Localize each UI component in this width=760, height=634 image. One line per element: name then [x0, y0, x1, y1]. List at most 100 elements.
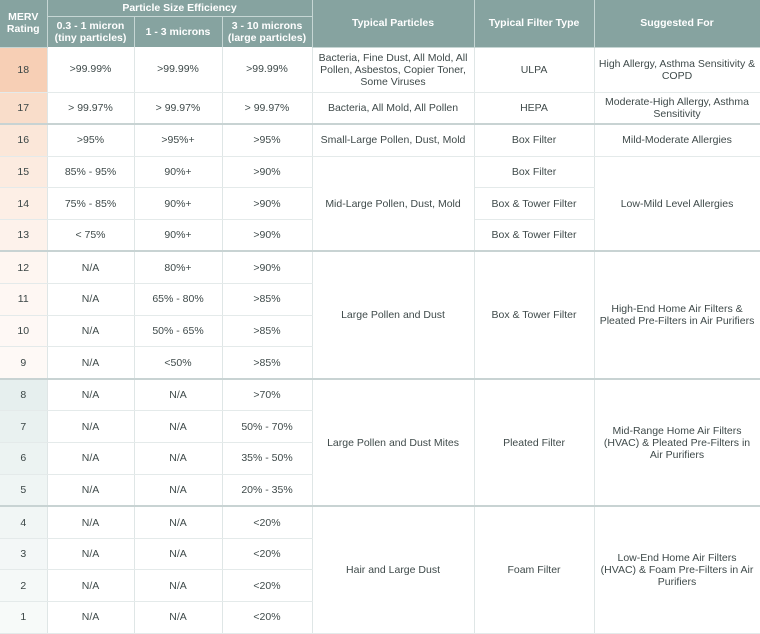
- header-1-3-microns: 1 - 3 microns: [134, 16, 223, 47]
- merv-rating-cell: 10: [0, 315, 48, 348]
- header-typical-filter-type: Typical Filter Type: [474, 0, 595, 48]
- efficiency-3-10-cell: >90%: [222, 156, 313, 189]
- filter-type-cell: Pleated Filter: [474, 377, 595, 507]
- merv-rating-cell: 11: [0, 283, 48, 316]
- efficiency-1-3-cell: N/A: [134, 569, 223, 602]
- merv-rating-cell: 7: [0, 410, 48, 444]
- efficiency-1-3-cell: > 99.97%: [134, 92, 223, 125]
- efficiency-1-3-cell: 50% - 65%: [134, 315, 223, 348]
- efficiency-0-3-1-cell: >99.99%: [47, 47, 135, 93]
- merv-rating-cell: 14: [0, 187, 48, 220]
- efficiency-3-10-cell: 20% - 35%: [222, 474, 313, 507]
- header-typical-particles: Typical Particles: [312, 0, 475, 48]
- efficiency-1-3-cell: N/A: [134, 538, 223, 571]
- efficiency-1-3-cell: >95%+: [134, 123, 223, 157]
- suggested-for-cell: High-End Home Air Filters & Pleated Pre-…: [594, 250, 760, 380]
- efficiency-1-3-cell: >99.99%: [134, 47, 223, 93]
- efficiency-0-3-1-cell: N/A: [47, 283, 135, 316]
- header-suggested-for: Suggested For: [594, 0, 760, 48]
- table-row: 14 75% - 85% 90%+ >90% Box & Tower Filte…: [0, 187, 760, 220]
- efficiency-0-3-1-cell: 75% - 85%: [47, 187, 135, 220]
- efficiency-1-3-cell: N/A: [134, 377, 223, 412]
- efficiency-3-10-cell: >95%: [222, 123, 313, 157]
- efficiency-0-3-1-cell: N/A: [47, 505, 135, 539]
- typical-particles-cell: Bacteria, Fine Dust, All Mold, All Polle…: [312, 47, 475, 93]
- efficiency-0-3-1-cell: N/A: [47, 377, 135, 412]
- table-row: 3 N/A N/A <20%: [0, 538, 760, 571]
- merv-rating-cell: 4: [0, 505, 48, 539]
- efficiency-1-3-cell: N/A: [134, 410, 223, 444]
- efficiency-0-3-1-cell: < 75%: [47, 219, 135, 252]
- table-row: 10 N/A 50% - 65% >85%: [0, 315, 760, 348]
- efficiency-0-3-1-cell: N/A: [47, 474, 135, 507]
- efficiency-3-10-cell: >90%: [222, 219, 313, 252]
- efficiency-1-3-cell: 80%+: [134, 250, 223, 285]
- efficiency-0-3-1-cell: N/A: [47, 250, 135, 285]
- filter-type-cell: Foam Filter: [474, 505, 595, 634]
- efficiency-3-10-cell: <20%: [222, 569, 313, 602]
- table-row: 18 >99.99% >99.99% >99.99% Bacteria, Fin…: [0, 47, 760, 93]
- header-merv-rating: MERV Rating: [0, 0, 48, 48]
- merv-rating-cell: 17: [0, 92, 48, 125]
- suggested-for-cell: Moderate-High Allergy, Asthma Sensitivit…: [594, 92, 760, 125]
- table-row: 13 < 75% 90%+ >90% Box & Tower Filter: [0, 219, 760, 252]
- table-header: MERV Rating Particle Size Efficiency Typ…: [0, 0, 760, 48]
- merv-rating-cell: 18: [0, 47, 48, 93]
- efficiency-0-3-1-cell: N/A: [47, 346, 135, 380]
- efficiency-0-3-1-cell: N/A: [47, 601, 135, 634]
- table-body: 18 >99.99% >99.99% >99.99% Bacteria, Fin…: [0, 47, 760, 634]
- merv-rating-cell: 8: [0, 377, 48, 412]
- merv-rating-cell: 6: [0, 442, 48, 475]
- table-row: 17 > 99.97% > 99.97% > 99.97% Bacteria, …: [0, 92, 760, 125]
- efficiency-1-3-cell: <50%: [134, 346, 223, 380]
- suggested-for-cell: Low-Mild Level Allergies: [594, 156, 760, 252]
- efficiency-1-3-cell: N/A: [134, 474, 223, 507]
- merv-rating-cell: 2: [0, 569, 48, 602]
- efficiency-3-10-cell: >99.99%: [222, 47, 313, 93]
- efficiency-3-10-cell: <20%: [222, 538, 313, 571]
- suggested-for-cell: Low-End Home Air Filters (HVAC) & Foam P…: [594, 505, 760, 634]
- efficiency-0-3-1-cell: N/A: [47, 442, 135, 475]
- efficiency-3-10-cell: >90%: [222, 250, 313, 285]
- efficiency-0-3-1-cell: N/A: [47, 538, 135, 571]
- efficiency-3-10-cell: >85%: [222, 283, 313, 316]
- filter-type-cell: Box Filter: [474, 123, 595, 157]
- efficiency-0-3-1-cell: N/A: [47, 315, 135, 348]
- table-row: 8 N/A N/A >70% Large Pollen and Dust Mit…: [0, 377, 760, 507]
- header-0-3-1-micron: 0.3 - 1 micron (tiny particles): [47, 16, 135, 47]
- efficiency-0-3-1-cell: 85% - 95%: [47, 156, 135, 189]
- filter-type-cell: Box Filter: [474, 156, 595, 189]
- merv-rating-cell: 5: [0, 474, 48, 507]
- efficiency-3-10-cell: <20%: [222, 601, 313, 634]
- efficiency-0-3-1-cell: N/A: [47, 410, 135, 444]
- merv-rating-cell: 1: [0, 601, 48, 634]
- table-row: 7 N/A N/A 50% - 70%: [0, 410, 760, 444]
- efficiency-3-10-cell: > 99.97%: [222, 92, 313, 125]
- suggested-for-cell: Mild-Moderate Allergies: [594, 123, 760, 157]
- merv-rating-cell: 9: [0, 346, 48, 380]
- efficiency-1-3-cell: 90%+: [134, 219, 223, 252]
- header-3-10-microns: 3 - 10 microns (large particles): [222, 16, 313, 47]
- merv-rating-cell: 3: [0, 538, 48, 571]
- table-row: 6 N/A N/A 35% - 50%: [0, 442, 760, 475]
- efficiency-1-3-cell: 65% - 80%: [134, 283, 223, 316]
- efficiency-1-3-cell: 90%+: [134, 187, 223, 220]
- efficiency-3-10-cell: 50% - 70%: [222, 410, 313, 444]
- typical-particles-cell: Large Pollen and Dust Mites: [312, 377, 475, 507]
- header-particle-size-efficiency: Particle Size Efficiency: [47, 0, 313, 17]
- efficiency-1-3-cell: N/A: [134, 505, 223, 539]
- efficiency-1-3-cell: N/A: [134, 442, 223, 475]
- suggested-for-cell: High Allergy, Asthma Sensitivity & COPD: [594, 47, 760, 93]
- table-row: 2 N/A N/A <20%: [0, 569, 760, 602]
- typical-particles-cell: Large Pollen and Dust: [312, 250, 475, 380]
- efficiency-0-3-1-cell: > 99.97%: [47, 92, 135, 125]
- efficiency-1-3-cell: 90%+: [134, 156, 223, 189]
- filter-type-cell: Box & Tower Filter: [474, 187, 595, 220]
- efficiency-3-10-cell: >85%: [222, 315, 313, 348]
- table-row: 15 85% - 95% 90%+ >90% Mid-Large Pollen,…: [0, 156, 760, 252]
- table-row: 16 >95% >95%+ >95% Small-Large Pollen, D…: [0, 123, 760, 157]
- table-row: 5 N/A N/A 20% - 35%: [0, 474, 760, 507]
- table-row: 11 N/A 65% - 80% >85%: [0, 283, 760, 316]
- merv-rating-cell: 16: [0, 123, 48, 157]
